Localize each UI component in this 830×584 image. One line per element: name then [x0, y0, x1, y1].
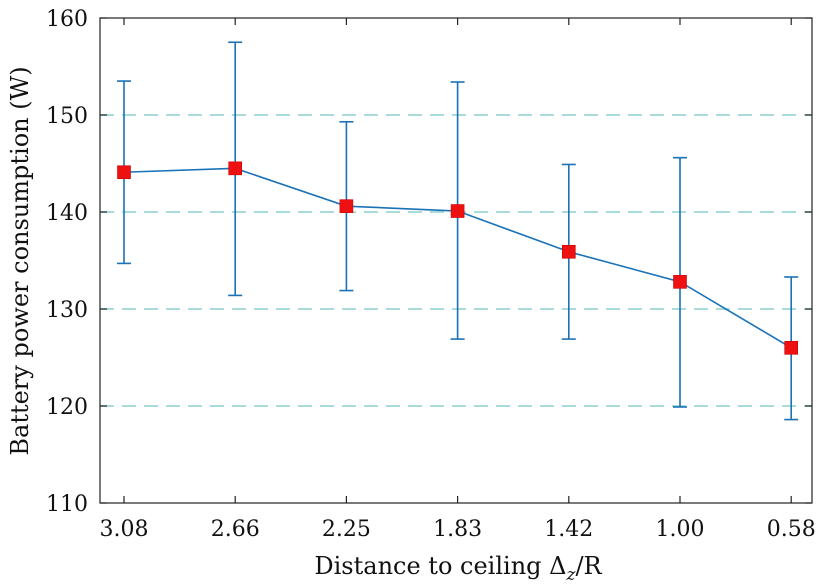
markers-layer [117, 161, 799, 355]
data-point-0 [117, 165, 131, 180]
y-axis-label: Battery power consumption (W) [6, 66, 34, 455]
plot-frame [99, 17, 813, 504]
y-tick-label-160: 160 [46, 7, 88, 32]
y-tick-label-110: 110 [46, 492, 88, 517]
error-bars-layer [117, 41, 799, 421]
x-axis-label-suffix: /R [575, 552, 602, 580]
x-tick-label-0: 3.08 [100, 517, 149, 542]
x-tick-label-4: 1.42 [544, 517, 593, 542]
data-point-2 [339, 199, 354, 213]
x-axis-label-sub: z [565, 565, 576, 584]
y-tick-label-140: 140 [46, 201, 88, 226]
x-axis-label: Distance to ceiling Δz/R [314, 552, 602, 584]
tick-labels-layer: 110 120 130 140 150 160 3.08 2.66 2.25 1.83 1.42 1.… [46, 7, 816, 542]
y-tick-label-120: 120 [46, 395, 88, 420]
data-point-3 [450, 204, 465, 218]
y-tick-label-150: 150 [46, 104, 88, 129]
y-tick-label-130: 130 [46, 298, 88, 323]
data-point-5 [673, 275, 687, 289]
data-point-4 [561, 244, 576, 259]
x-tick-label-5: 1.00 [656, 517, 705, 542]
x-tick-label-1: 2.66 [211, 517, 260, 542]
grid-layer [100, 114, 812, 407]
x-axis-label-main: Distance to ceiling Δ [314, 552, 566, 580]
axes-layer [99, 17, 813, 504]
x-tick-label-3: 1.83 [433, 517, 482, 542]
data-point-1 [228, 161, 242, 176]
x-tick-label-6: 0.58 [767, 517, 816, 542]
x-tick-label-2: 2.25 [322, 517, 371, 542]
data-point-6 [784, 340, 799, 355]
